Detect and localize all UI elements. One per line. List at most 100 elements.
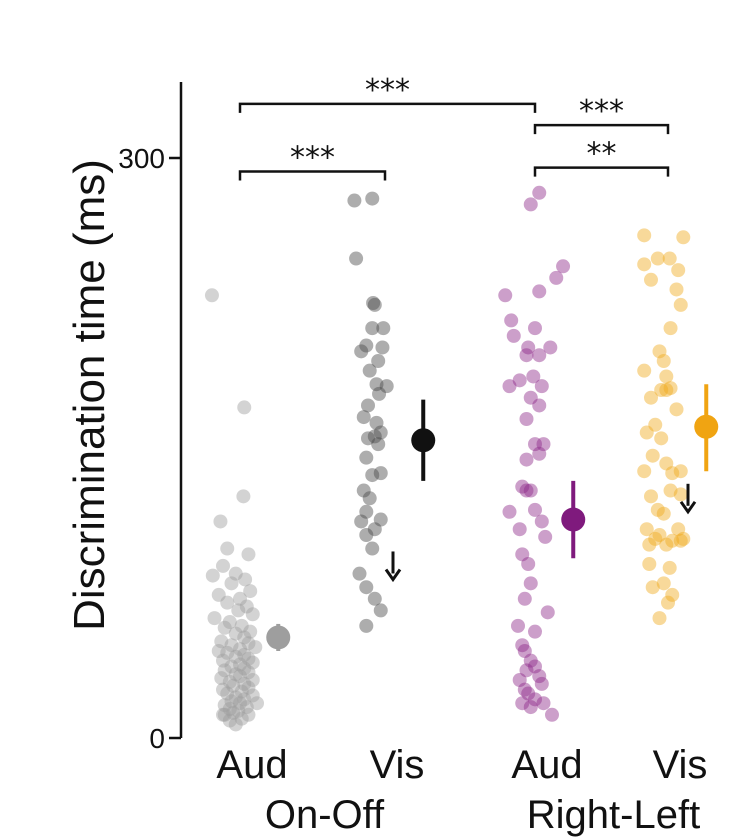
data-point xyxy=(549,270,564,285)
data-point xyxy=(220,541,235,556)
data-point xyxy=(216,558,230,573)
data-point xyxy=(644,489,658,504)
means-with-error-bars xyxy=(266,384,719,651)
significance-label: *** xyxy=(365,73,410,108)
data-point xyxy=(359,450,374,465)
data-point xyxy=(361,431,375,446)
group-label: Right-Left xyxy=(527,793,700,837)
data-point xyxy=(665,533,680,548)
data-point xyxy=(673,487,688,502)
data-point xyxy=(521,340,536,355)
data-point xyxy=(656,354,671,368)
data-point xyxy=(220,686,235,701)
data-point xyxy=(543,340,558,355)
data-point xyxy=(517,682,532,697)
data-point xyxy=(663,381,678,396)
data-point xyxy=(642,557,657,571)
data-point xyxy=(361,398,375,413)
data-point xyxy=(523,653,538,668)
data-point xyxy=(233,642,247,657)
data-point xyxy=(366,296,381,310)
data-point xyxy=(637,228,652,243)
data-point xyxy=(521,557,536,571)
data-point xyxy=(519,412,534,426)
data-point xyxy=(367,297,382,312)
data-point xyxy=(367,522,382,537)
arrow-marker xyxy=(384,551,402,583)
data-point xyxy=(517,591,532,606)
data-point xyxy=(359,338,374,353)
data-point xyxy=(237,400,252,415)
data-point xyxy=(536,696,551,711)
data-point xyxy=(669,402,684,417)
data-point xyxy=(367,429,382,444)
data-point xyxy=(237,676,252,691)
data-point xyxy=(220,595,235,610)
data-point xyxy=(528,321,542,336)
data-point xyxy=(532,398,547,413)
data-point xyxy=(365,191,380,206)
data-point xyxy=(652,344,667,359)
y-axis-label: Discrimination time (ms) xyxy=(65,159,114,631)
data-point xyxy=(642,537,657,552)
data-point xyxy=(217,620,232,635)
data-point xyxy=(228,649,243,664)
data-point xyxy=(519,483,534,498)
data-point xyxy=(365,321,380,336)
data-point xyxy=(214,634,229,649)
data-point xyxy=(538,529,553,544)
significance-bracket: ** xyxy=(533,137,670,177)
data-point xyxy=(226,705,241,720)
data-point xyxy=(515,479,530,494)
mean-marker xyxy=(694,414,719,439)
data-point xyxy=(354,514,369,529)
data-point xyxy=(532,669,547,684)
data-point xyxy=(217,707,232,722)
data-point xyxy=(663,483,678,498)
significance-brackets: ********* ** xyxy=(238,73,670,181)
data-point xyxy=(224,694,239,709)
data-point xyxy=(220,645,235,660)
data-point xyxy=(512,522,527,537)
data-point xyxy=(356,410,371,425)
data-point xyxy=(506,328,521,343)
category-label: Vis xyxy=(370,743,425,787)
data-point xyxy=(231,703,246,718)
data-point xyxy=(665,466,680,481)
data-point xyxy=(676,531,691,546)
data-point xyxy=(224,576,239,591)
data-point xyxy=(205,568,220,583)
data-point xyxy=(637,464,652,479)
data-point xyxy=(654,431,669,446)
significance-bracket: *** xyxy=(238,141,387,181)
data-point xyxy=(648,417,663,432)
data-point xyxy=(373,603,388,618)
data-point xyxy=(245,607,260,622)
data-point xyxy=(237,630,252,645)
data-point xyxy=(536,437,551,452)
data-point xyxy=(237,661,252,676)
data-point xyxy=(237,647,252,662)
mean-marker xyxy=(266,625,291,650)
y-tick-label: 300 xyxy=(118,143,165,174)
data-point xyxy=(250,696,264,711)
data-point xyxy=(652,611,667,626)
data-point xyxy=(519,663,534,678)
data-point xyxy=(241,707,256,722)
data-point xyxy=(349,251,364,266)
data-point xyxy=(238,572,253,587)
data-point xyxy=(222,713,237,728)
data-point xyxy=(528,659,542,674)
data-point xyxy=(659,383,674,397)
data-point xyxy=(233,696,247,711)
data-point xyxy=(644,390,658,405)
data-point xyxy=(371,437,386,452)
significance-label: *** xyxy=(579,94,624,129)
data-point xyxy=(224,638,239,653)
data-point xyxy=(213,514,228,529)
data-point xyxy=(233,669,247,684)
data-point xyxy=(498,288,513,303)
data-point xyxy=(645,580,660,595)
data-point xyxy=(662,560,677,575)
data-point xyxy=(245,655,260,670)
